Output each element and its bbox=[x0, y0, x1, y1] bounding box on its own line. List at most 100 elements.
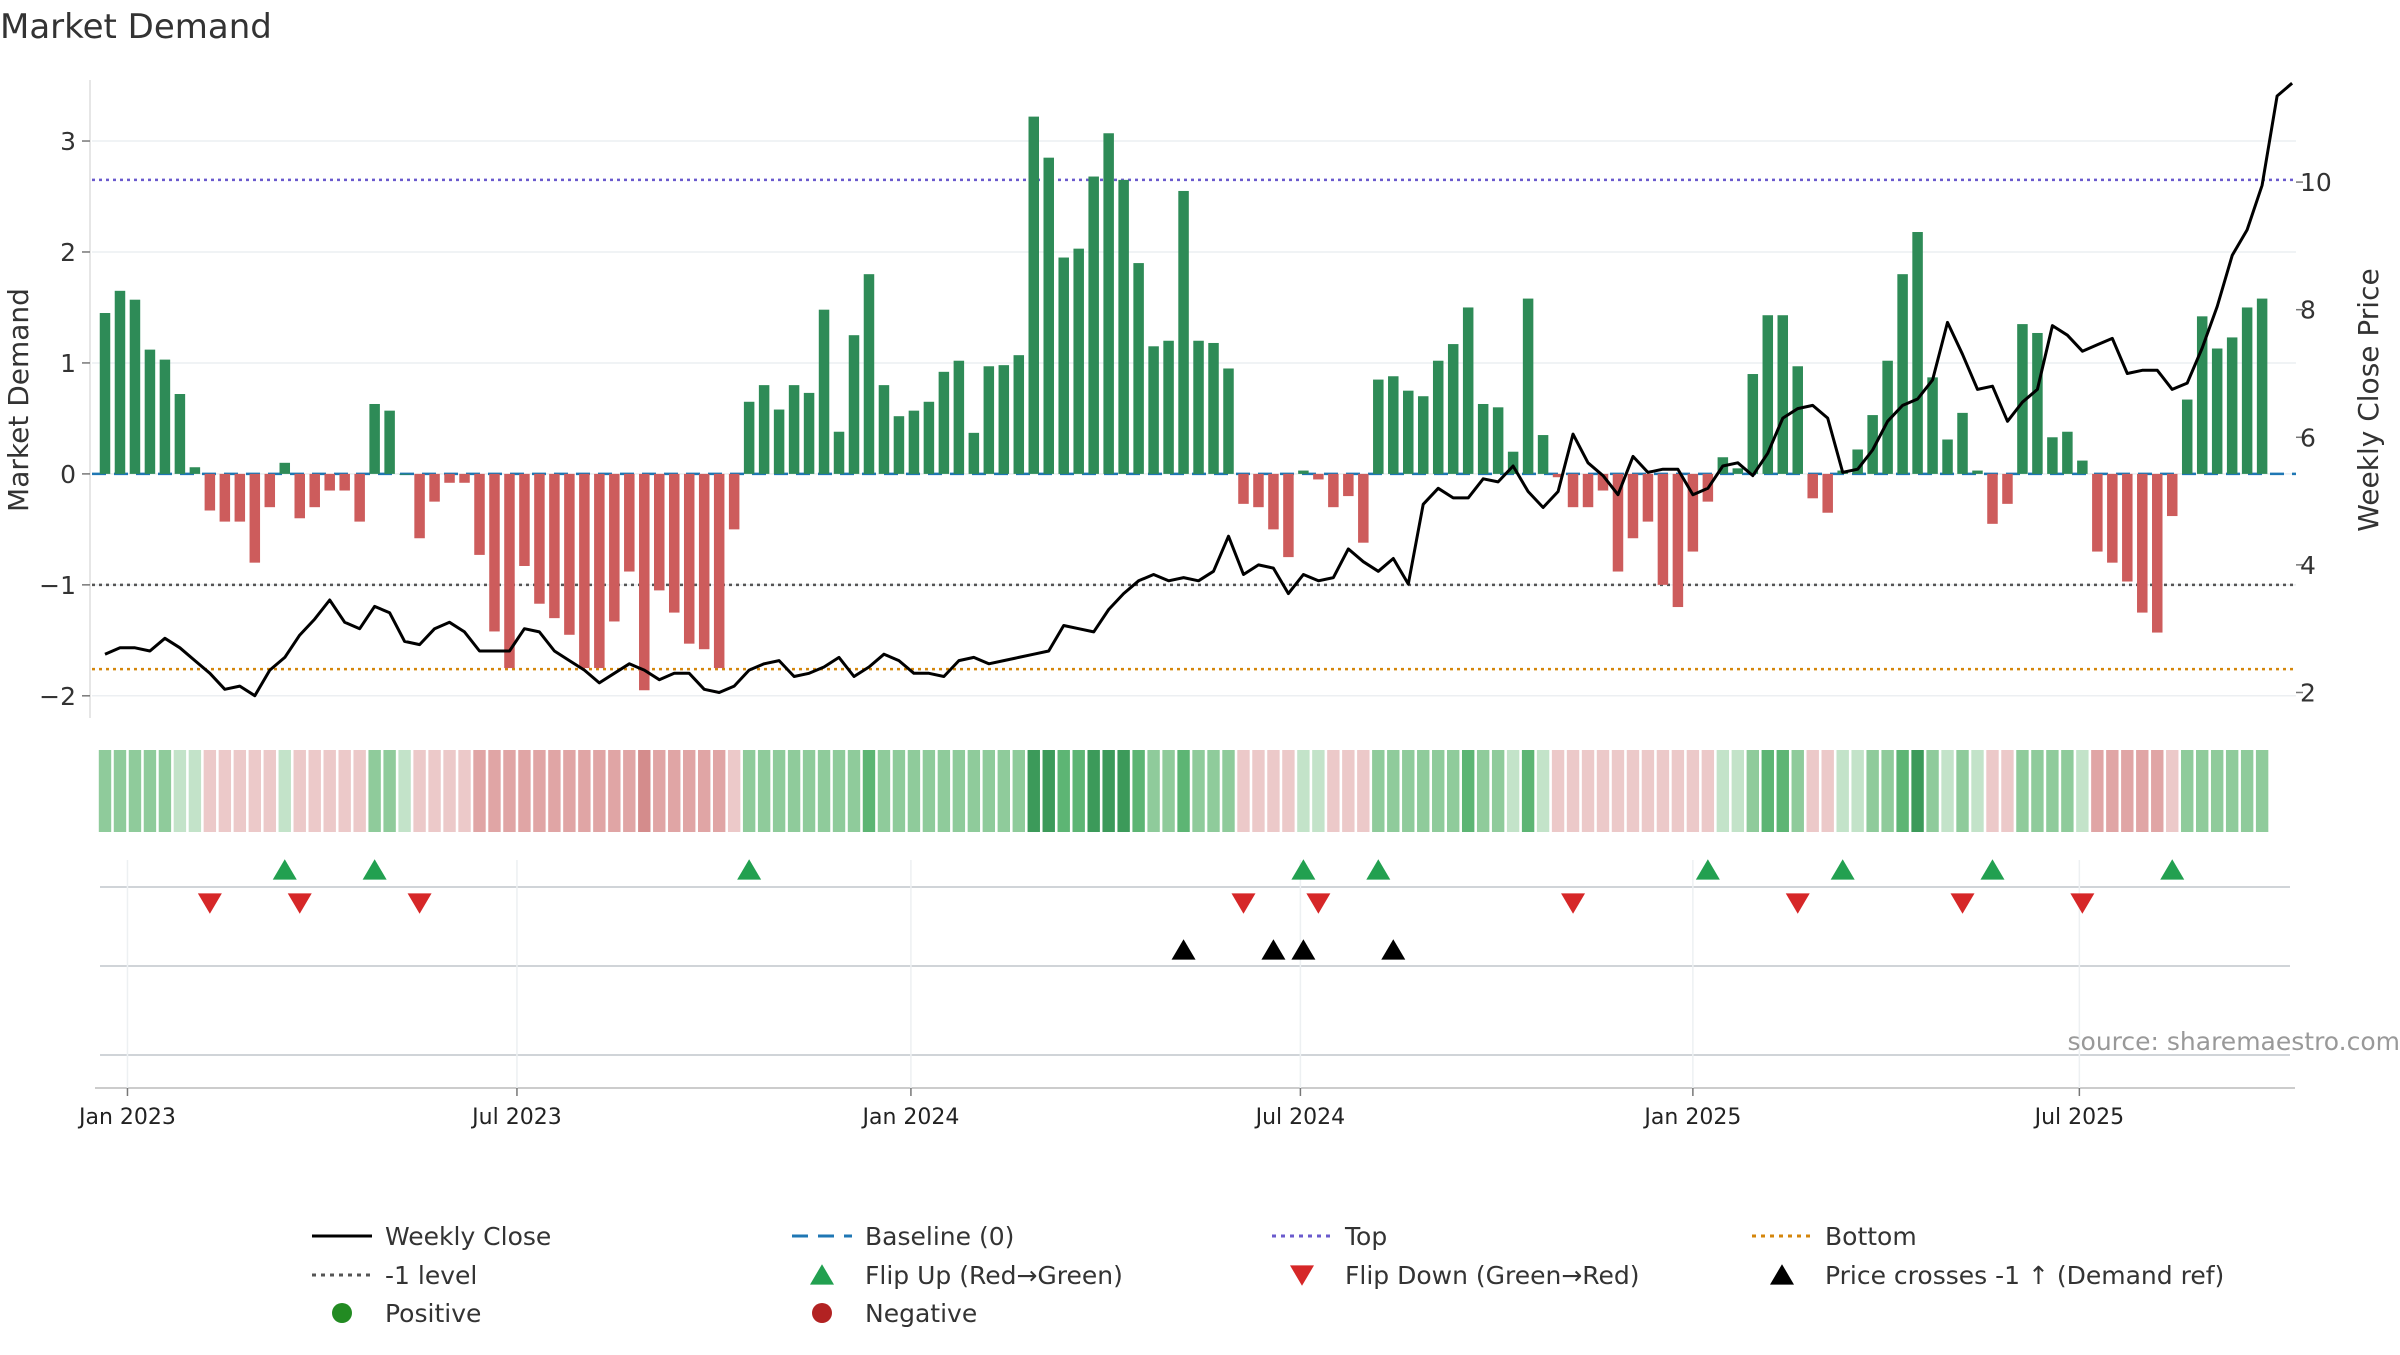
positive-demand-bar bbox=[909, 411, 920, 474]
price-cross-marker bbox=[1261, 939, 1285, 959]
x-tick-label: Jul 2024 bbox=[1254, 1105, 1346, 1130]
heat-strip-cell bbox=[833, 750, 845, 832]
right-tick-label: 6 bbox=[2300, 423, 2316, 452]
positive-demand-bar bbox=[1912, 232, 1923, 474]
heat-strip-cell bbox=[1567, 750, 1579, 832]
heat-strip-cell bbox=[1822, 750, 1834, 832]
heat-strip-cell bbox=[713, 750, 725, 832]
positive-demand-bar bbox=[1448, 344, 1459, 474]
heat-strip-cell bbox=[1911, 750, 1923, 832]
flip-down-markers bbox=[198, 893, 2095, 913]
heat-strip-cell bbox=[129, 750, 141, 832]
left-tick-label: 1 bbox=[60, 349, 76, 378]
positive-demand-bar bbox=[1523, 299, 1534, 474]
x-tick-label: Jul 2023 bbox=[470, 1105, 562, 1130]
heat-strip-cell bbox=[1687, 750, 1699, 832]
negative-demand-bar bbox=[684, 474, 695, 644]
positive-demand-bar bbox=[1029, 117, 1040, 474]
heat-strip-cell bbox=[1851, 750, 1863, 832]
heat-strip-cell bbox=[803, 750, 815, 832]
heat-strip-cell bbox=[1117, 750, 1129, 832]
heat-strip-cell bbox=[983, 750, 995, 832]
heat-strip-cell bbox=[99, 750, 111, 832]
positive-demand-bar bbox=[1778, 315, 1789, 474]
negative-demand-bar bbox=[489, 474, 500, 632]
negative-demand-bar bbox=[2002, 474, 2013, 504]
negative-demand-bar bbox=[1987, 474, 1998, 524]
negative-demand-bar bbox=[1643, 474, 1654, 522]
heat-strip-cell bbox=[758, 750, 770, 832]
heat-strip-cell bbox=[2106, 750, 2118, 832]
positive-demand-bar bbox=[954, 361, 965, 474]
positive-demand-bar bbox=[160, 360, 171, 474]
positive-demand-bar bbox=[1223, 368, 1234, 473]
heat-strip-cell bbox=[1177, 750, 1189, 832]
legend-swatch-circle bbox=[332, 1303, 352, 1323]
positive-demand-bar bbox=[130, 300, 141, 474]
positive-demand-bar bbox=[2077, 461, 2088, 474]
flip-down-marker bbox=[2070, 893, 2094, 913]
negative-demand-bar bbox=[1343, 474, 1354, 496]
positive-demand-bar bbox=[1972, 471, 1983, 474]
negative-demand-bar bbox=[1628, 474, 1639, 538]
left-tick-label: 0 bbox=[60, 460, 76, 489]
negative-demand-bar bbox=[459, 474, 470, 483]
heat-strip-cell bbox=[1762, 750, 1774, 832]
heat-strip-cell bbox=[2226, 750, 2238, 832]
heat-strip-cell bbox=[338, 750, 350, 832]
negative-demand-bar bbox=[1268, 474, 1279, 529]
legend-label: Bottom bbox=[1825, 1222, 1917, 1251]
heat-strip-cell bbox=[1342, 750, 1354, 832]
positive-demand-bar bbox=[1088, 177, 1099, 474]
positive-demand-bar bbox=[1403, 391, 1414, 474]
negative-demand-bar bbox=[729, 474, 740, 529]
heat-strip-cell bbox=[1971, 750, 1983, 832]
heat-strip-cell bbox=[189, 750, 201, 832]
flip-down-marker bbox=[288, 893, 312, 913]
heat-strip-cell bbox=[563, 750, 575, 832]
negative-demand-bar bbox=[534, 474, 545, 604]
positive-demand-bar bbox=[1748, 374, 1759, 474]
heat-strip-cell bbox=[1087, 750, 1099, 832]
flip-up-marker bbox=[1696, 859, 1720, 879]
legend-label: Negative bbox=[865, 1299, 977, 1328]
heat-strip-cell bbox=[1612, 750, 1624, 832]
heat-strip-cell bbox=[1387, 750, 1399, 832]
heat-strip-cell bbox=[1642, 750, 1654, 832]
heat-strip-cell bbox=[204, 750, 216, 832]
price-cross-markers bbox=[1172, 939, 1406, 959]
heat-strip-cell bbox=[623, 750, 635, 832]
positive-demand-bar bbox=[1733, 468, 1744, 474]
heat-strip-cell bbox=[743, 750, 755, 832]
legend-label: Flip Up (Red→Green) bbox=[865, 1261, 1123, 1290]
heat-strip-cell bbox=[2121, 750, 2133, 832]
heat-strip-cell bbox=[1477, 750, 1489, 832]
heat-strip-cell bbox=[1717, 750, 1729, 832]
left-tick-label: −1 bbox=[39, 571, 76, 600]
positive-demand-bar bbox=[1792, 366, 1803, 474]
negative-demand-bar bbox=[235, 474, 246, 522]
heat-strip-cell bbox=[1357, 750, 1369, 832]
positive-demand-bar bbox=[175, 394, 186, 474]
heat-strip-cell bbox=[1672, 750, 1684, 832]
heat-strip-cell bbox=[428, 750, 440, 832]
positive-demand-bar bbox=[1103, 133, 1114, 474]
negative-demand-bar bbox=[250, 474, 260, 563]
heat-strip-cell bbox=[2241, 750, 2253, 832]
heat-strip-cell bbox=[159, 750, 171, 832]
positive-demand-bar bbox=[984, 366, 995, 474]
positive-demand-bar bbox=[100, 313, 111, 474]
heat-strip-cell bbox=[1282, 750, 1294, 832]
positive-demand-bar bbox=[1418, 396, 1429, 474]
negative-demand-bar bbox=[414, 474, 425, 538]
negative-demand-bar bbox=[609, 474, 620, 622]
heat-strip-cell bbox=[2016, 750, 2028, 832]
heat-strip-cell bbox=[1207, 750, 1219, 832]
flip-up-markers bbox=[273, 859, 2184, 879]
demand-bars bbox=[100, 117, 2268, 691]
negative-demand-bar bbox=[1807, 474, 1818, 498]
heat-strip-cell bbox=[144, 750, 156, 832]
positive-demand-bar bbox=[1193, 341, 1204, 474]
negative-demand-bar bbox=[549, 474, 560, 618]
